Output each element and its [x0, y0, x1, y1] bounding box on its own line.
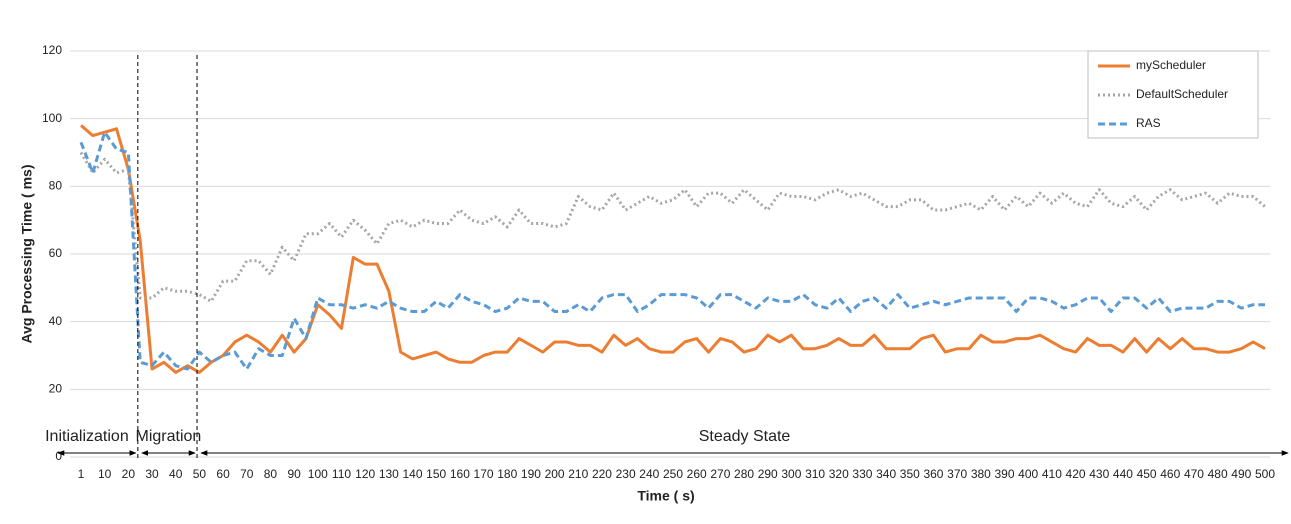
x-axis-title: Time ( s): [637, 488, 694, 504]
x-tick-label: 480: [1208, 467, 1228, 481]
x-tick-label: 170: [474, 467, 494, 481]
x-tick-label: 490: [1231, 467, 1251, 481]
x-tick-label: 300: [781, 467, 801, 481]
y-tick-label: 120: [42, 43, 62, 57]
x-tick-label: 360: [923, 467, 943, 481]
x-tick-label: 330: [852, 467, 872, 481]
x-tick-label: 50: [193, 467, 207, 481]
series-line: [79, 130, 1265, 371]
x-tick-label: 460: [1160, 467, 1180, 481]
y-tick-label: 40: [49, 314, 63, 328]
x-tick-label: 80: [264, 467, 278, 481]
x-tick-label: 270: [710, 467, 730, 481]
legend-label: RAS: [1136, 116, 1161, 130]
x-tick-label: 110: [332, 467, 351, 481]
x-tick-label: 260: [687, 467, 707, 481]
x-tick-label: 180: [497, 467, 517, 481]
x-tick-label: 380: [971, 467, 991, 481]
y-axis-title: Avg Processing Time ( ms): [19, 165, 35, 344]
x-tick-label: 450: [1137, 467, 1157, 481]
x-tick-label: 420: [1066, 467, 1086, 481]
x-tick-label: 340: [876, 467, 896, 481]
y-tick-label: 20: [49, 382, 63, 396]
x-tick-label: 20: [122, 467, 136, 481]
phase-label: Migration: [136, 428, 202, 445]
x-tick-label: 310: [805, 467, 825, 481]
x-tick-label: 390: [995, 467, 1015, 481]
x-tick-label: 140: [403, 467, 423, 481]
y-tick-label: 60: [49, 246, 63, 260]
x-tick-label: 320: [829, 467, 849, 481]
x-tick-label: 250: [663, 467, 683, 481]
x-tick-label: 1: [78, 467, 85, 481]
x-tick-label: 130: [379, 467, 399, 481]
x-tick-label: 410: [1042, 467, 1062, 481]
x-tick-label: 350: [900, 467, 920, 481]
x-tick-label: 230: [616, 467, 636, 481]
x-tick-label: 240: [639, 467, 659, 481]
x-tick-label: 210: [568, 467, 588, 481]
x-tick-label: 10: [98, 467, 112, 481]
x-tick-label: 430: [1089, 467, 1109, 481]
legend-box: [1087, 50, 1259, 139]
x-tick-label: 220: [592, 467, 612, 481]
x-tick-label: 60: [216, 467, 230, 481]
x-tick-label: 70: [240, 467, 254, 481]
series-line: [79, 151, 1266, 303]
x-tick-label: 150: [426, 467, 446, 481]
series-line: [80, 124, 1266, 374]
legend-label: myScheduler: [1136, 58, 1206, 72]
x-tick-label: 500: [1255, 467, 1275, 481]
x-tick-label: 370: [947, 467, 967, 481]
y-tick-label: 80: [49, 179, 63, 193]
legend-label: DefaultScheduler: [1136, 87, 1228, 101]
y-tick-label: 0: [55, 449, 62, 463]
x-tick-label: 190: [521, 467, 541, 481]
x-tick-label: 400: [1018, 467, 1038, 481]
x-tick-label: 280: [734, 467, 754, 481]
x-tick-label: 290: [758, 467, 778, 481]
y-tick-label: 100: [42, 111, 62, 125]
x-tick-label: 160: [450, 467, 470, 481]
x-tick-label: 200: [545, 467, 565, 481]
phase-label: Steady State: [699, 428, 791, 445]
x-tick-label: 440: [1113, 467, 1133, 481]
x-tick-label: 470: [1184, 467, 1204, 481]
x-tick-label: 90: [287, 467, 301, 481]
x-tick-label: 120: [355, 467, 375, 481]
x-tick-label: 40: [169, 467, 183, 481]
phase-label: Initialization: [45, 428, 129, 445]
x-tick-label: 100: [308, 467, 328, 481]
x-tick-label: 30: [145, 467, 159, 481]
